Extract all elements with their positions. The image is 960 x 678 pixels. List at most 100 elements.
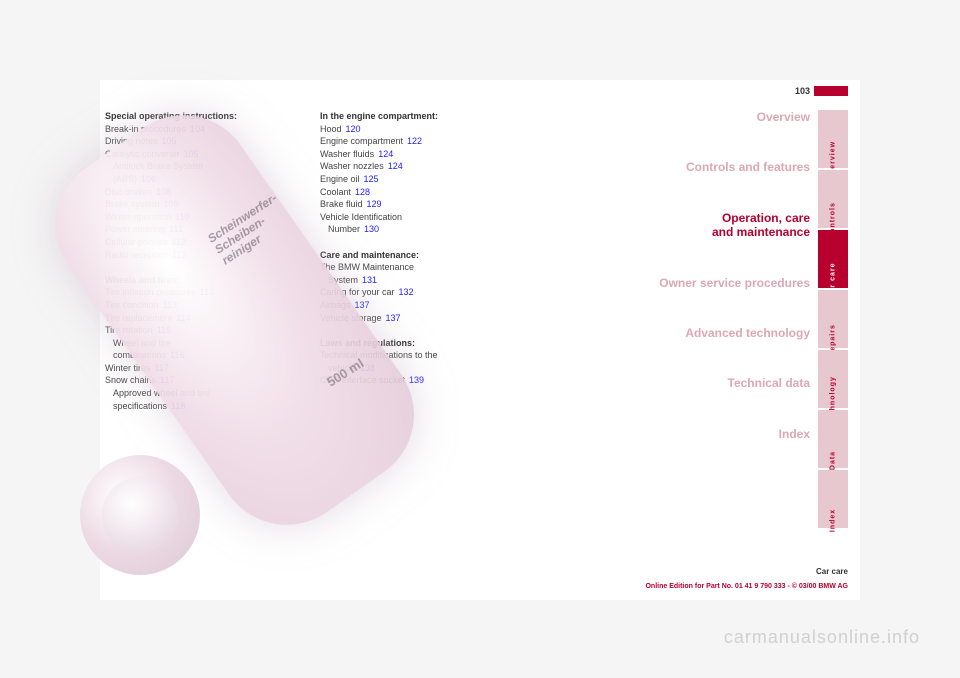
section-engine-compartment: In the engine compartment: [320,110,520,123]
page-ref-link[interactable]: 137 [386,313,401,323]
nav-section-label[interactable]: Index [610,427,810,441]
nav-sections: Overview Controls and features Operation, … [610,110,810,477]
page-ref-link[interactable]: 131 [362,275,377,285]
page-ref-link[interactable]: 105 [162,136,177,146]
side-tab[interactable]: Data [818,410,848,468]
page-ref-link[interactable]: 114 [176,313,190,323]
toc-entry: Snow chains117 [105,374,305,387]
page-ref-link[interactable]: 110 [175,212,189,222]
toc-entry: Tire rotation115 [105,324,305,337]
toc-entry: Antilock Brake System [105,160,305,173]
toc-entry: Coolant128 [320,186,520,199]
side-tab[interactable]: Repairs [818,290,848,348]
page-ref-link[interactable]: 124 [378,149,393,159]
page-ref-link[interactable]: 106 [141,174,156,184]
toc-entry: Washer nozzles124 [320,160,520,173]
footer-section-label: Car care [816,567,848,576]
page-number: 103 [795,86,810,96]
page-ref-link[interactable]: 108 [156,187,171,197]
page-ref-link[interactable]: 113 [163,300,177,310]
section-wheels-tires: Wheels and tires: [105,274,305,287]
toc-entry: vehicle138 [320,362,520,375]
toc-entry: Wheel and tire [105,337,305,350]
toc-entry: Vehicle storage137 [320,312,520,325]
section-laws-regulations: Laws and regulations: [320,337,520,350]
toc-entry: OBD interface socket139 [320,374,520,387]
nav-section-label[interactable]: Overview [610,110,810,124]
toc-entry: Break-in procedures104 [105,123,305,136]
nav-section-label[interactable]: Controls and features [610,160,810,174]
nav-section-label[interactable]: Advanced technology [610,326,810,340]
toc-entry: Power steering111 [105,223,305,236]
page-ref-link[interactable]: 104 [190,124,205,134]
toc-entry: Approved wheel and tire [105,387,305,400]
toc-entry: Brake fluid129 [320,198,520,211]
toc-entry: Vehicle Identification [320,211,520,224]
toc-entry: Cellular phones112 [105,236,305,249]
toc-entry: Winter tires117 [105,362,305,375]
page-ref-link[interactable]: 139 [409,375,424,385]
toc-entry: Tire condition113 [105,299,305,312]
page-ref-link[interactable]: 112 [172,250,186,260]
page-ref-link[interactable]: 138 [360,363,375,373]
page-ref-link[interactable]: 120 [346,124,361,134]
toc-entry: Winter operation110 [105,211,305,224]
page-ref-link[interactable]: 105 [184,149,199,159]
side-tab[interactable]: Controls [818,170,848,228]
page-ref-link[interactable]: 117 [155,363,169,373]
section-care-maintenance: Care and maintenance: [320,249,520,262]
toc-entry: Driving notes105 [105,135,305,148]
page-ref-link[interactable]: 117 [160,375,174,385]
page-ref-link[interactable]: 132 [399,287,414,297]
side-tab[interactable]: Overview [818,110,848,168]
toc-entry: System131 [320,274,520,287]
footer-edition-line: Online Edition for Part No. 01 41 9 790 … [645,583,848,590]
page-ref-link[interactable]: 112 [172,237,186,247]
toc-entry: Airbags137 [320,299,520,312]
column-1: Special operating instructions: Break-in… [105,110,305,412]
side-tab[interactable]: Car care [818,230,848,288]
toc-entry: Technical modifications to the [320,349,520,362]
toc-entry: combinations116 [105,349,305,362]
toc-entry: Hood120 [320,123,520,136]
toc-entry: Caring for your car132 [320,286,520,299]
toc-entry: Brake system109 [105,198,305,211]
column-2: In the engine compartment: Hood120Engine… [320,110,520,387]
page-number-bar [814,86,848,96]
toc-entry: (ABS)106 [105,173,305,186]
page-ref-link[interactable]: 137 [355,300,370,310]
side-tab[interactable]: Index [818,470,848,528]
toc-entry: Engine compartment122 [320,135,520,148]
page-ref-link[interactable]: 125 [364,174,379,184]
page-ref-link[interactable]: 122 [407,136,422,146]
toc-entry: Catalytic converter105 [105,148,305,161]
side-tab-label: Data [830,451,837,470]
page-ref-link[interactable]: 130 [364,224,379,234]
toc-entry: Tire inflation pressures113 [105,286,305,299]
page-ref-link[interactable]: 124 [388,161,403,171]
toc-entry: Radio reception112 [105,249,305,262]
side-tab-label: Index [830,509,837,532]
toc-entry: Tire replacement114 [105,312,305,325]
page-ref-link[interactable]: 128 [355,187,370,197]
page-ref-link[interactable]: 109 [164,199,179,209]
toc-entry: Disc brakes108 [105,186,305,199]
page-ref-link[interactable]: 116 [170,350,184,360]
toc-entry: Number130 [320,223,520,236]
page-ref-link[interactable]: 118 [171,401,185,411]
nav-section-label[interactable]: Operation, careand maintenance [610,211,810,240]
toc-entry: The BMW Maintenance [320,261,520,274]
section-special-operating: Special operating instructions: [105,110,305,123]
page-ref-link[interactable]: 113 [200,287,214,297]
page-ref-link[interactable]: 129 [367,199,382,209]
toc-entry: Engine oil125 [320,173,520,186]
side-tab[interactable]: Technology [818,350,848,408]
page: 103 Special operating instructions: Brea… [100,80,860,600]
nav-section-label[interactable]: Owner service procedures [610,276,810,290]
page-ref-link[interactable]: 115 [157,325,171,335]
page-ref-link[interactable]: 111 [169,224,183,234]
toc-entry: Washer fluids124 [320,148,520,161]
nav-section-label[interactable]: Technical data [610,376,810,390]
watermark: carmanualsonline.info [724,627,920,648]
toc-entry: specifications118 [105,400,305,413]
